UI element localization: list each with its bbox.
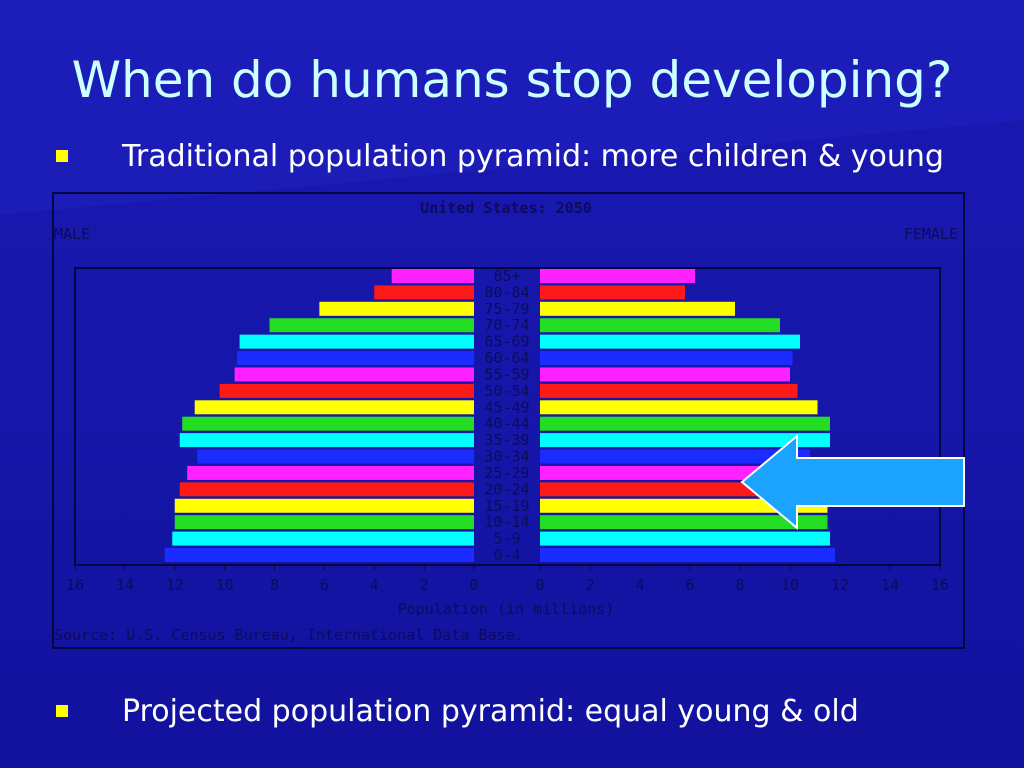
bar <box>540 269 695 283</box>
bar <box>540 548 835 562</box>
bar <box>540 515 828 530</box>
right-label: FEMALE <box>904 225 958 243</box>
bar <box>540 400 818 415</box>
plot-frame <box>74 267 941 566</box>
x-tick-label: 8 <box>270 576 279 594</box>
bar <box>197 449 474 464</box>
bar <box>391 269 474 283</box>
bar <box>172 531 474 546</box>
x-tick-label: 14 <box>881 576 899 594</box>
x-tick-label: 0 <box>535 576 544 594</box>
age-label: 50-54 <box>484 382 529 400</box>
bar <box>319 301 474 316</box>
bullet-marker <box>56 705 68 717</box>
bar <box>540 433 830 448</box>
bar <box>237 351 474 366</box>
age-label: 30-34 <box>484 448 529 466</box>
age-label: 60-64 <box>484 349 529 367</box>
x-tick-label: 12 <box>831 576 849 594</box>
bar <box>234 367 474 382</box>
bar <box>540 367 790 382</box>
bar <box>540 351 793 366</box>
bar <box>182 416 474 431</box>
x-tick-label: 16 <box>931 576 949 594</box>
bar <box>164 548 474 562</box>
bar <box>540 498 828 513</box>
source-note: Source: U.S. Census Bureau, Internationa… <box>54 626 524 644</box>
age-label: 65-69 <box>484 333 529 351</box>
age-label: 15-19 <box>484 497 529 515</box>
x-tick-label: 10 <box>216 576 234 594</box>
bar <box>540 416 830 431</box>
bar <box>540 301 735 316</box>
x-tick-label: 6 <box>320 576 329 594</box>
age-label: 25-29 <box>484 464 529 482</box>
bar <box>374 285 474 300</box>
background-band <box>0 0 1024 215</box>
bar <box>174 498 474 513</box>
x-tick-label: 4 <box>370 576 379 594</box>
age-label: 5-9 <box>493 530 520 548</box>
age-label: 75-79 <box>484 300 529 318</box>
x-tick-label: 14 <box>116 576 134 594</box>
left-label: MALE <box>54 225 90 243</box>
x-tick-label: 2 <box>585 576 594 594</box>
bar <box>194 400 474 415</box>
age-label: 80-84 <box>484 283 529 301</box>
x-tick-label: 2 <box>420 576 429 594</box>
chart-frame <box>52 192 965 649</box>
bar <box>540 383 798 398</box>
bar <box>174 515 474 530</box>
bar <box>239 334 474 349</box>
x-tick-label: 10 <box>781 576 799 594</box>
x-tick-label: 6 <box>685 576 694 594</box>
bar <box>540 318 780 333</box>
bar <box>179 433 475 448</box>
chart-title: United States: 2050 <box>420 199 592 217</box>
age-label: 70-74 <box>484 316 529 334</box>
bar <box>179 482 475 497</box>
x-tick-label: 16 <box>66 576 84 594</box>
bar <box>540 531 830 546</box>
age-label: 20-24 <box>484 480 529 498</box>
x-tick-label: 12 <box>166 576 184 594</box>
bar <box>540 285 685 300</box>
age-label: 40-44 <box>484 415 529 433</box>
bar <box>540 449 810 464</box>
age-label: 85+ <box>493 267 520 285</box>
age-label: 35-39 <box>484 431 529 449</box>
age-label: 10-14 <box>484 513 529 531</box>
age-label: 45-49 <box>484 398 529 416</box>
x-tick-label: 4 <box>635 576 644 594</box>
marks: 0 0 2 2 4 4 6 6 8 8 10 10 12 12 14 14 16 16 0-45-910-1415-… <box>66 267 949 594</box>
slide-title: When do humans stop developing? <box>72 51 953 109</box>
bar <box>540 334 800 349</box>
bullet-text: Traditional population pyramid: more chi… <box>121 139 944 174</box>
bullet-marker <box>56 150 68 162</box>
bar <box>219 383 474 398</box>
age-label: 55-59 <box>484 365 529 383</box>
arrow <box>740 433 965 531</box>
x-axis-title: Population (in millions) <box>398 600 615 618</box>
bullet-text: Projected population pyramid: equal youn… <box>122 694 859 729</box>
age-label: 0-4 <box>493 546 520 564</box>
x-tick-label: 8 <box>735 576 744 594</box>
x-tick-label: 0 <box>469 576 478 594</box>
bar <box>269 318 474 333</box>
bar <box>187 465 474 480</box>
